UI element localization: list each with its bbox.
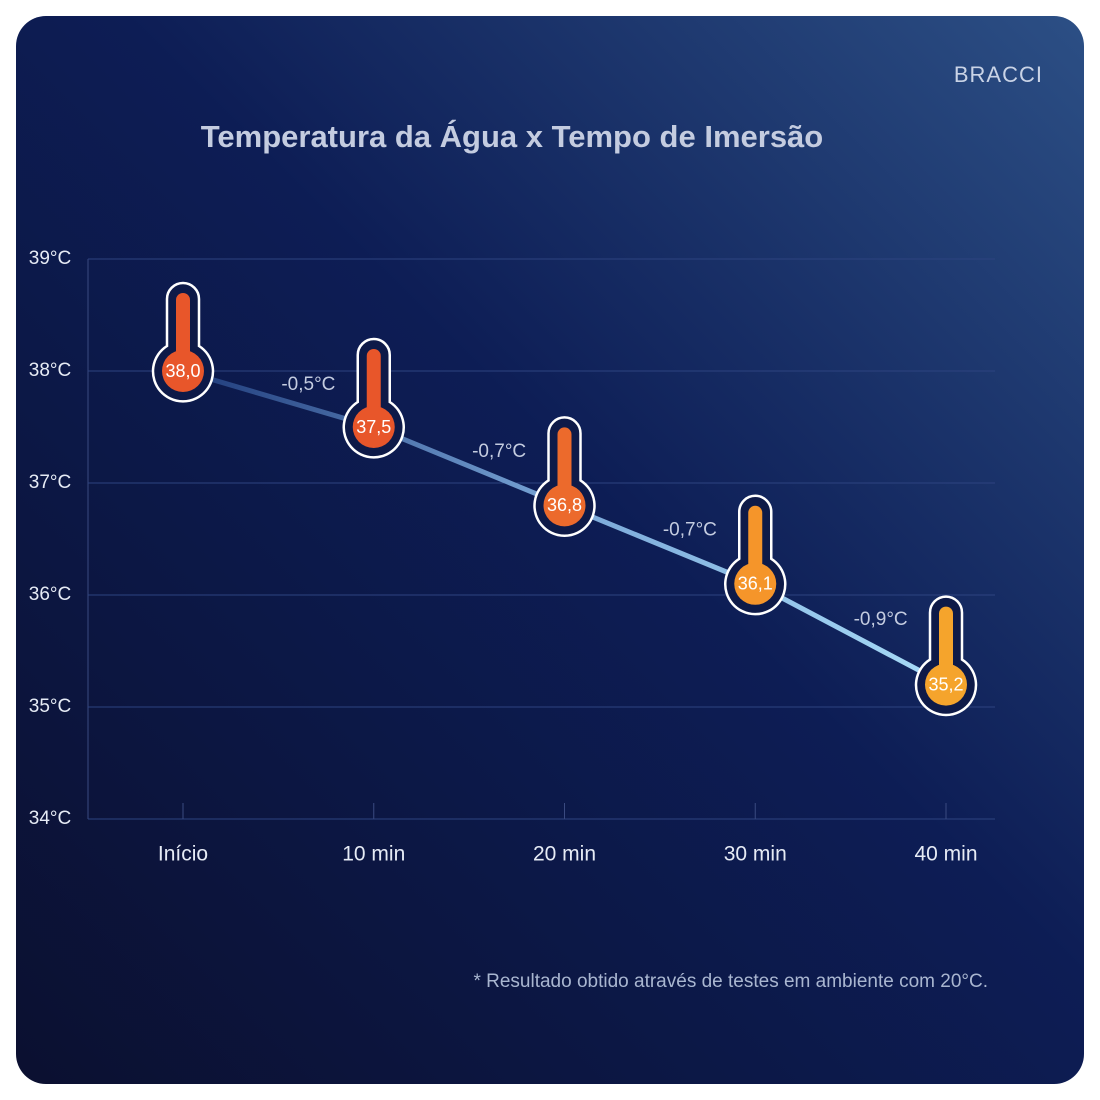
y-tick-label: 38°C (29, 360, 71, 381)
thermometer-stem (366, 349, 381, 419)
y-tick-label: 35°C (29, 696, 71, 717)
value-label: 35,2 (928, 674, 963, 694)
y-tick-label: 37°C (29, 472, 71, 493)
y-tick-label: 34°C (29, 808, 71, 829)
delta-label: -0,5°C (281, 374, 335, 395)
chart-title: Temperatura da Água x Tempo de Imersão (201, 119, 823, 154)
y-tick-label: 39°C (29, 248, 71, 269)
delta-label: -0,7°C (663, 520, 717, 541)
x-tick-label: 20 min (533, 843, 596, 866)
value-label: 36,8 (547, 495, 582, 515)
footnote: * Resultado obtido através de testes em … (473, 971, 988, 992)
thermometer-stem (176, 293, 190, 363)
thermometer-stem (748, 505, 763, 576)
value-label: 36,1 (738, 574, 773, 594)
x-tick-label: 40 min (914, 843, 977, 866)
delta-label: -0,7°C (472, 441, 526, 462)
thermometer-bulb (734, 562, 777, 605)
brand: BRACCI (954, 62, 1043, 87)
y-tick-label: 36°C (29, 584, 71, 605)
x-tick-label: 30 min (724, 843, 787, 866)
thermometer-stem (557, 427, 572, 498)
thermometer-bulb (925, 663, 967, 706)
thermometer-bulb (543, 484, 586, 527)
value-label: 37,5 (356, 417, 391, 437)
card (16, 16, 1084, 1084)
value-label: 38,0 (165, 361, 200, 381)
thermometer-bulb (162, 350, 204, 392)
thermometer-bulb (352, 406, 395, 448)
x-tick-label: Início (158, 843, 208, 866)
x-tick-label: 10 min (342, 843, 405, 866)
thermometer-stem (939, 606, 953, 677)
delta-label: -0,9°C (854, 609, 908, 630)
